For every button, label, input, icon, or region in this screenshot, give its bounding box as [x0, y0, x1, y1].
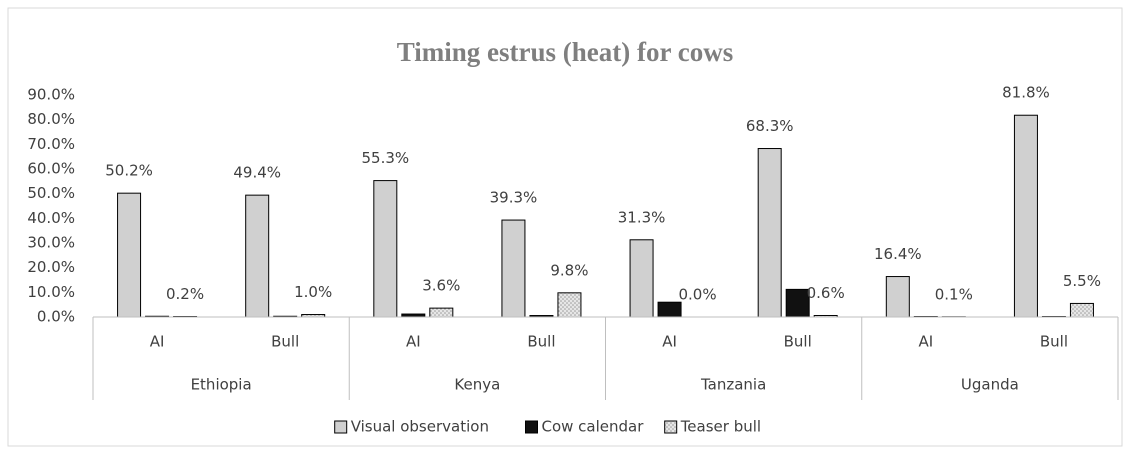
data-label: 1.0%	[294, 283, 332, 301]
bar	[557, 292, 582, 318]
y-tick-label: 30.0%	[27, 234, 75, 252]
legend-label: Visual observation	[351, 418, 489, 436]
group-label: Kenya	[454, 376, 500, 394]
data-label: 49.4%	[233, 164, 281, 182]
x-tick-label: Bull	[527, 333, 555, 351]
x-tick-label: AI	[406, 333, 421, 351]
bar	[757, 148, 782, 318]
legend-label: Teaser bull	[680, 418, 761, 436]
y-tick-label: 70.0%	[27, 135, 75, 153]
group-label: Tanzania	[700, 376, 766, 394]
data-label: 3.6%	[422, 277, 460, 295]
bar	[245, 194, 270, 318]
data-label: 0.0%	[679, 286, 717, 304]
data-label: 31.3%	[618, 208, 666, 226]
legend-swatch	[525, 420, 538, 434]
y-tick-label: 50.0%	[27, 184, 75, 202]
group-label: Ethiopia	[191, 376, 252, 394]
bar	[117, 192, 142, 318]
y-tick-label: 0.0%	[37, 308, 75, 326]
bar	[373, 180, 398, 318]
bar	[629, 239, 654, 318]
data-label: 50.2%	[105, 162, 153, 180]
data-label: 39.3%	[490, 189, 538, 207]
bar	[885, 276, 910, 318]
x-tick-label: AI	[662, 333, 677, 351]
x-tick-label: AI	[918, 333, 933, 351]
y-tick-label: 40.0%	[27, 209, 75, 227]
x-tick-label: Bull	[1040, 333, 1068, 351]
legend-swatch	[334, 420, 348, 434]
group-label: Uganda	[961, 376, 1019, 394]
x-tick-label: Bull	[784, 333, 812, 351]
data-label: 5.5%	[1063, 272, 1101, 290]
y-tick-label: 80.0%	[27, 110, 75, 128]
bar	[1013, 114, 1038, 318]
data-label: 81.8%	[1002, 84, 1050, 102]
x-tick-label: Bull	[271, 333, 299, 351]
legend-label: Cow calendar	[542, 418, 645, 436]
data-label: 0.2%	[166, 285, 204, 303]
chart-border	[7, 7, 1123, 447]
y-tick-label: 10.0%	[27, 283, 75, 301]
data-label: 0.1%	[935, 285, 973, 303]
data-label: 55.3%	[361, 149, 409, 167]
data-label: 68.3%	[746, 117, 794, 135]
x-tick-label: AI	[150, 333, 165, 351]
bar	[501, 219, 526, 318]
bar	[1069, 302, 1094, 318]
data-label: 0.6%	[807, 284, 845, 302]
y-tick-label: 60.0%	[27, 160, 75, 178]
data-label: 9.8%	[550, 261, 588, 279]
y-tick-label: 90.0%	[27, 86, 75, 104]
legend-swatch	[664, 420, 678, 434]
y-tick-label: 20.0%	[27, 258, 75, 276]
data-label: 16.4%	[874, 245, 922, 263]
bar	[429, 307, 454, 318]
bar	[657, 301, 682, 318]
chart-title: Timing estrus (heat) for cows	[397, 37, 733, 67]
